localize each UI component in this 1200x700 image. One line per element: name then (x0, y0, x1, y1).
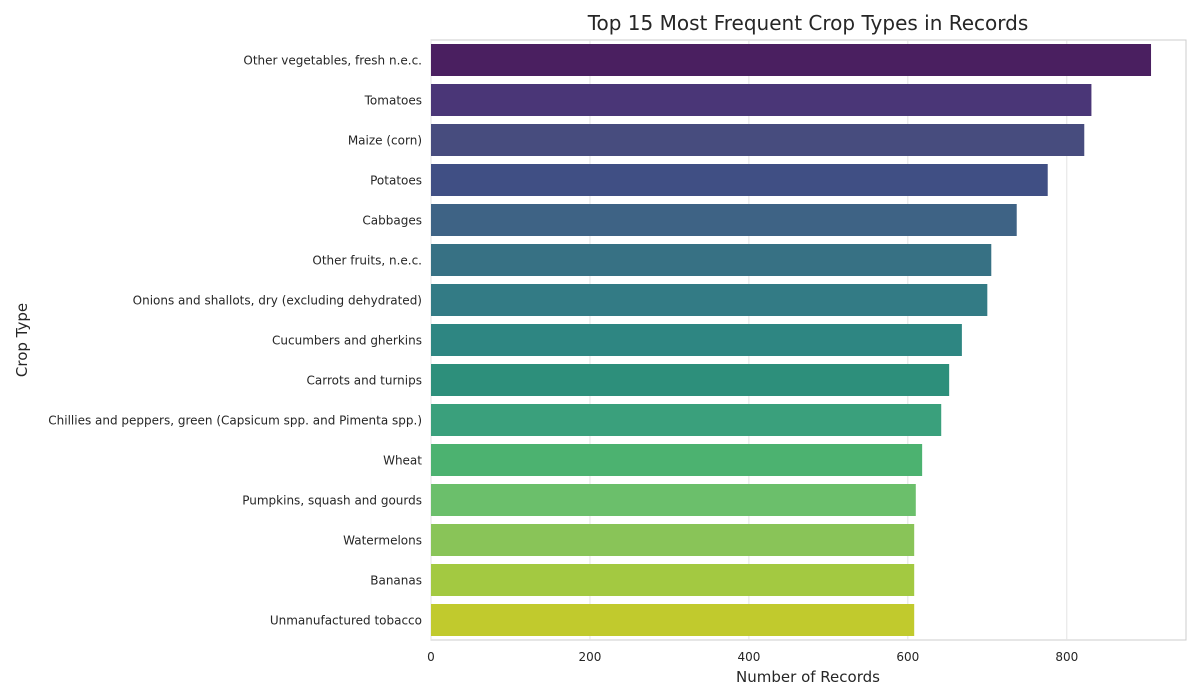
y-tick-label: Cabbages (362, 214, 422, 228)
x-tick-label: 800 (1055, 650, 1078, 664)
y-tick-label: Carrots and turnips (307, 374, 422, 388)
y-tick-label: Maize (corn) (348, 134, 422, 148)
y-tick-label: Tomatoes (364, 94, 422, 108)
bar (431, 244, 992, 276)
x-axis-label: Number of Records (736, 668, 880, 686)
chart-title: Top 15 Most Frequent Crop Types in Recor… (587, 11, 1029, 35)
bar (431, 84, 1092, 116)
y-tick-label: Cucumbers and gherkins (272, 334, 422, 348)
y-tick-label: Potatoes (370, 174, 422, 188)
bar (431, 364, 950, 396)
y-tick-label: Onions and shallots, dry (excluding dehy… (133, 294, 422, 308)
x-tick-label: 400 (737, 650, 760, 664)
bar (431, 164, 1048, 196)
bar (431, 484, 916, 516)
bar (431, 204, 1017, 236)
y-tick-label: Other fruits, n.e.c. (312, 254, 422, 268)
bar (431, 324, 962, 356)
bar (431, 604, 915, 636)
y-tick-labels: Other vegetables, fresh n.e.c. Tomatoes Ma… (48, 54, 422, 628)
bar (431, 44, 1152, 76)
y-tick-label: Pumpkins, squash and gourds (242, 494, 422, 508)
y-tick-label: Unmanufactured tobacco (270, 614, 422, 628)
x-tick-label: 600 (896, 650, 919, 664)
bar (431, 444, 923, 476)
bar (431, 284, 988, 316)
bars (431, 44, 1152, 636)
y-axis-label: Crop Type (13, 303, 31, 377)
y-tick-label: Other vegetables, fresh n.e.c. (243, 54, 422, 68)
bar (431, 564, 915, 596)
x-tick-labels: 0 200 400 600 800 (427, 650, 1078, 664)
x-tick-label: 200 (578, 650, 601, 664)
bar (431, 524, 915, 556)
x-tick-label: 0 (427, 650, 435, 664)
bar (431, 404, 942, 436)
bar (431, 124, 1085, 156)
y-tick-label: Bananas (370, 574, 422, 588)
y-tick-label: Wheat (383, 454, 422, 468)
y-tick-label: Watermelons (343, 534, 422, 548)
y-tick-label: Chillies and peppers, green (Capsicum sp… (48, 414, 422, 428)
